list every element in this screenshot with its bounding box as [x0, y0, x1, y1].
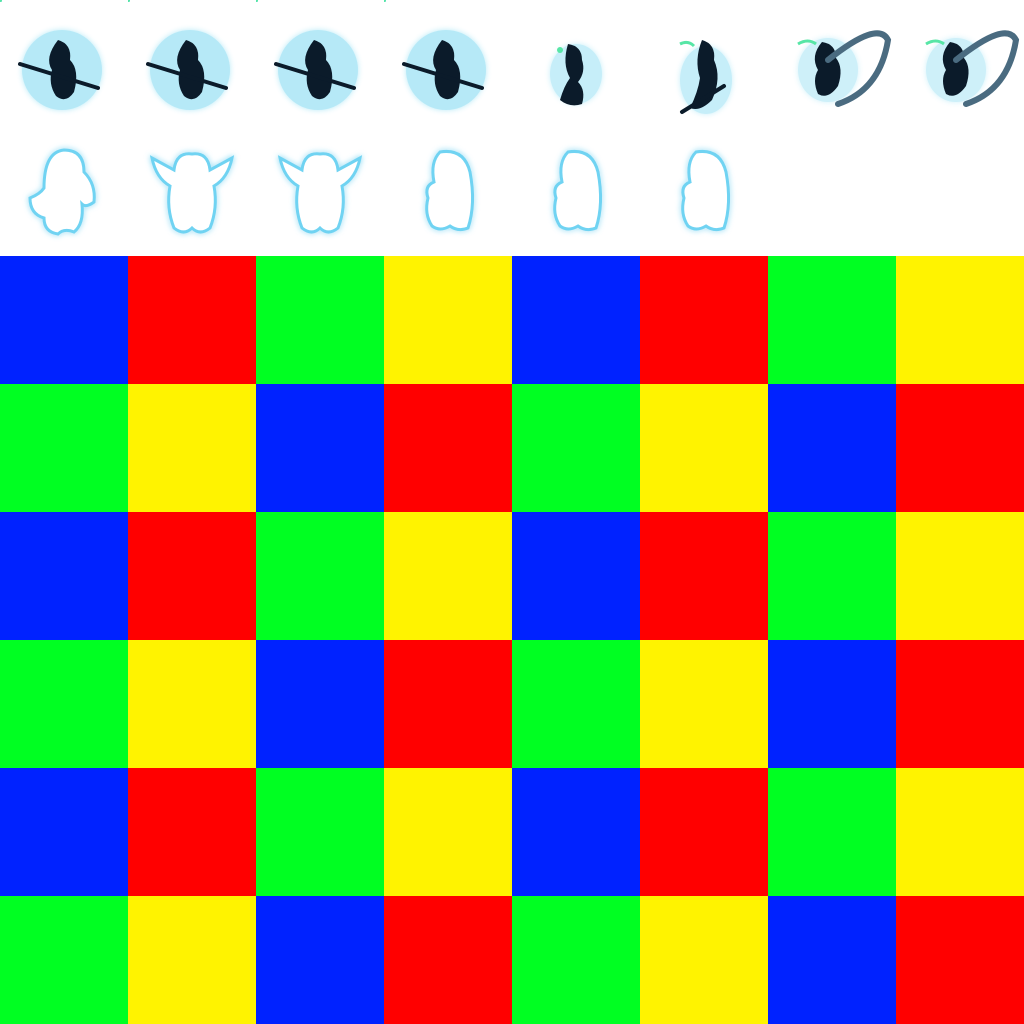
reaper-sprite-frame	[384, 0, 512, 128]
color-tile	[768, 640, 896, 768]
reaper-sprite-frame	[640, 0, 768, 128]
color-tile	[0, 640, 128, 768]
reaper-sprite-frame	[896, 0, 1024, 128]
reaper-sprite-frame	[128, 0, 256, 128]
color-tile	[256, 384, 384, 512]
reaper-sprite-frame	[256, 0, 384, 128]
ghost-sprite-icon	[553, 149, 603, 232]
ghost-sprite-icon	[681, 149, 731, 232]
color-tile	[512, 640, 640, 768]
reaper-sprite-frame	[768, 0, 896, 128]
reaper-sprite-frame	[0, 0, 128, 128]
color-tile	[0, 896, 128, 1024]
color-tile	[640, 640, 768, 768]
color-tile	[896, 768, 1024, 896]
reaper-sprite-icon	[256, 0, 358, 110]
reaper-sprite-icon	[128, 0, 230, 110]
color-tile	[128, 640, 256, 768]
ghost-sprite-frame	[640, 128, 768, 256]
color-tile	[0, 384, 128, 512]
color-tile	[384, 256, 512, 384]
color-tile	[384, 512, 512, 640]
color-tile	[512, 768, 640, 896]
ghost-sprite-frame	[384, 128, 512, 256]
reaper-sprite-icon	[550, 44, 602, 106]
color-tile	[512, 256, 640, 384]
color-tile	[384, 384, 512, 512]
reaper-sprite-frame	[512, 0, 640, 128]
color-tile	[640, 256, 768, 384]
color-tile	[384, 640, 512, 768]
ghost-sprite-frame	[0, 128, 128, 256]
color-tile	[256, 256, 384, 384]
color-tile	[640, 896, 768, 1024]
reaper-sprite-row	[0, 0, 1024, 128]
color-tile	[768, 256, 896, 384]
reaper-sprite-icon	[797, 30, 892, 107]
reaper-sprite-icon	[925, 30, 1020, 107]
ghost-sprite-icon	[28, 148, 96, 236]
color-tile	[896, 384, 1024, 512]
color-tile	[896, 896, 1024, 1024]
color-tile	[768, 896, 896, 1024]
color-tile	[0, 512, 128, 640]
color-tile	[384, 896, 512, 1024]
color-tile	[768, 512, 896, 640]
reaper-sprite-icon	[0, 0, 102, 110]
color-tile	[512, 512, 640, 640]
color-tile	[0, 768, 128, 896]
color-tile	[256, 640, 384, 768]
color-tile	[256, 896, 384, 1024]
color-tile	[0, 256, 128, 384]
ghost-sprite-row	[0, 128, 1024, 256]
color-tile	[512, 896, 640, 1024]
color-tile	[128, 256, 256, 384]
color-tile-grid	[0, 256, 1024, 1024]
color-tile	[896, 640, 1024, 768]
color-tile	[256, 768, 384, 896]
color-tile	[768, 768, 896, 896]
color-tile	[896, 256, 1024, 384]
color-tile	[128, 768, 256, 896]
ghost-sprite-icon	[425, 149, 475, 232]
color-tile	[128, 896, 256, 1024]
reaper-sprite-icon	[679, 40, 732, 114]
color-tile	[384, 768, 512, 896]
color-tile	[768, 384, 896, 512]
color-tile	[256, 512, 384, 640]
color-tile	[128, 512, 256, 640]
ghost-sprite-frame	[256, 128, 384, 256]
color-tile	[896, 512, 1024, 640]
ghost-sprite-frame	[512, 128, 640, 256]
reaper-sprite-icon	[384, 0, 486, 110]
ghost-sprite-icon	[277, 152, 363, 234]
color-tile	[512, 384, 640, 512]
color-tile	[640, 512, 768, 640]
color-tile	[640, 768, 768, 896]
ghost-sprite-icon	[149, 152, 235, 234]
color-tile	[640, 384, 768, 512]
ghost-sprite-frame	[128, 128, 256, 256]
color-tile	[128, 384, 256, 512]
